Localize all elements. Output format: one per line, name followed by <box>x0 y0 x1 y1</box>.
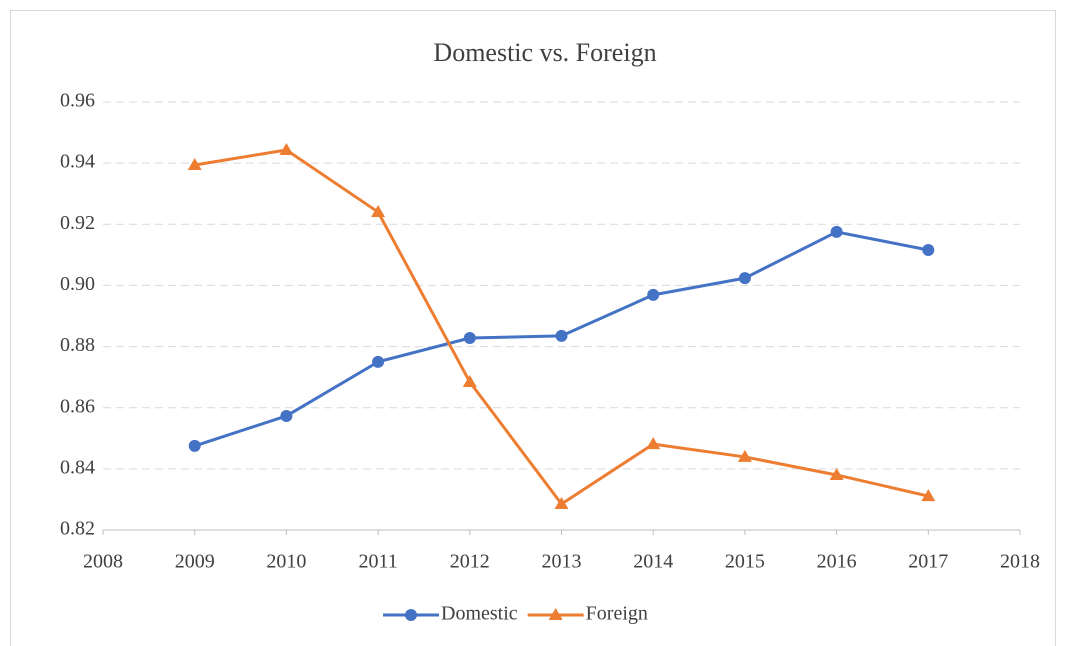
y-tick-label: 0.90 <box>60 273 95 295</box>
x-tick-label: 2015 <box>725 551 765 573</box>
x-tick-label: 2008 <box>83 551 123 573</box>
marker <box>372 355 385 368</box>
marker <box>462 375 477 388</box>
y-tick-label: 0.88 <box>60 334 95 356</box>
x-tick-label: 2013 <box>542 551 582 573</box>
marker <box>646 437 661 450</box>
marker <box>405 609 417 621</box>
legend-label: Foreign <box>586 603 648 625</box>
x-tick-label: 2012 <box>450 551 490 573</box>
marker <box>830 225 843 238</box>
legend-label: Domestic <box>441 603 518 625</box>
marker <box>188 439 201 452</box>
marker <box>279 142 294 155</box>
marker <box>555 329 568 342</box>
x-tick-label: 2010 <box>266 551 306 573</box>
x-tick-label: 2016 <box>817 551 857 573</box>
marker <box>922 243 935 256</box>
marker <box>737 449 752 462</box>
x-tick-label: 2017 <box>908 551 948 573</box>
marker <box>548 608 563 620</box>
marker <box>738 272 751 285</box>
y-tick-label: 0.94 <box>60 151 95 173</box>
marker <box>280 409 293 422</box>
x-tick-label: 2011 <box>358 551 397 573</box>
chart-border <box>10 10 1056 646</box>
y-tick-label: 0.96 <box>60 90 95 112</box>
marker <box>463 332 476 345</box>
x-tick-label: 2018 <box>1000 551 1040 573</box>
marker <box>647 288 660 301</box>
y-tick-label: 0.92 <box>60 212 95 234</box>
y-tick-label: 0.86 <box>60 395 95 417</box>
y-tick-label: 0.82 <box>60 518 95 540</box>
marker <box>921 489 936 502</box>
marker <box>554 497 569 510</box>
marker <box>187 157 202 170</box>
chart-title: Domestic vs. Foreign <box>433 38 656 67</box>
marker <box>829 467 844 480</box>
x-tick-label: 2014 <box>633 551 673 573</box>
marker <box>371 205 386 218</box>
y-tick-label: 0.84 <box>60 456 95 478</box>
x-tick-label: 2009 <box>175 551 215 573</box>
